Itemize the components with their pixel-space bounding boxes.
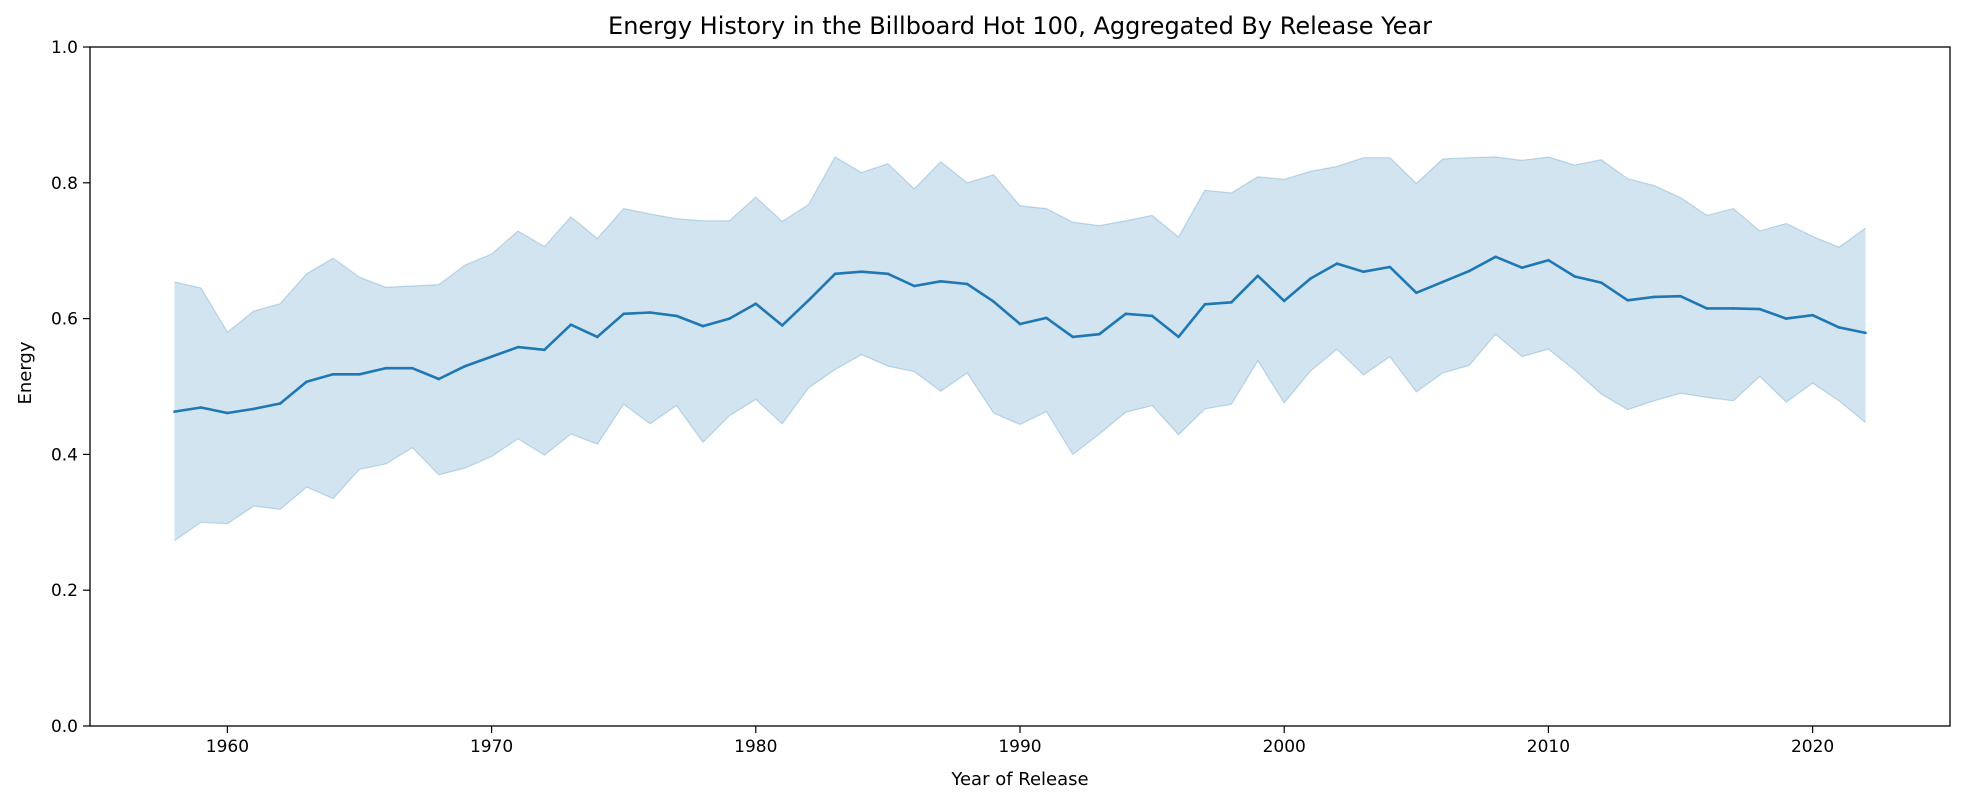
data-point xyxy=(886,272,890,276)
data-point xyxy=(1177,335,1180,339)
data-point xyxy=(1573,275,1577,278)
data-point xyxy=(1045,316,1048,320)
data-point xyxy=(1811,313,1814,317)
data-point xyxy=(675,314,678,318)
data-point xyxy=(252,407,256,411)
data-point xyxy=(384,366,388,370)
data-point xyxy=(278,402,282,405)
data-point xyxy=(1679,294,1682,298)
data-point xyxy=(648,311,652,314)
data-point xyxy=(1626,298,1629,302)
data-point xyxy=(754,302,758,305)
data-point xyxy=(939,279,943,283)
confidence-band-lower-edge xyxy=(174,333,1866,542)
y-tick-label: 0.6 xyxy=(51,310,78,330)
data-point xyxy=(965,282,969,286)
data-point xyxy=(490,355,493,358)
data-point xyxy=(437,377,441,381)
data-point xyxy=(860,270,863,274)
data-point xyxy=(992,300,995,303)
data-points xyxy=(173,255,1867,415)
data-point xyxy=(358,372,361,376)
y-tick-label: 0.4 xyxy=(51,445,78,465)
data-point xyxy=(1309,277,1312,280)
y-axis: 0.0 0.2 0.4 0.6 0.8 1.0 xyxy=(51,38,90,737)
data-point xyxy=(1837,326,1841,329)
data-point xyxy=(305,380,308,384)
data-point xyxy=(1415,291,1418,295)
data-point xyxy=(331,372,335,376)
data-point xyxy=(199,406,203,409)
data-point xyxy=(1547,258,1550,262)
data-point xyxy=(913,284,916,288)
data-point xyxy=(1705,307,1709,310)
data-point xyxy=(1758,307,1762,311)
data-point xyxy=(1124,312,1127,316)
data-point xyxy=(1256,274,1260,278)
y-tick-label: 1.0 xyxy=(51,38,78,58)
data-point xyxy=(833,272,837,276)
data-point xyxy=(701,324,705,328)
data-point xyxy=(622,312,625,316)
data-point xyxy=(1071,335,1075,339)
data-point xyxy=(1388,265,1392,269)
data-point xyxy=(1335,262,1339,265)
x-tick-label: 2010 xyxy=(1527,737,1570,757)
x-tick-label: 1990 xyxy=(998,737,1041,757)
data-point xyxy=(1864,331,1867,335)
y-axis-label: Energy xyxy=(15,341,36,404)
data-point xyxy=(1203,303,1207,306)
x-tick-label: 1960 xyxy=(206,737,249,757)
x-tick-label: 1970 xyxy=(470,737,513,757)
confidence-band xyxy=(174,157,1866,541)
data-point xyxy=(226,411,229,415)
data-point xyxy=(1441,280,1445,284)
data-point xyxy=(595,335,599,339)
data-point xyxy=(411,366,414,370)
data-point xyxy=(463,364,467,368)
x-tick-label: 2020 xyxy=(1791,737,1834,757)
data-point xyxy=(1230,301,1233,304)
x-tick-label: 2000 xyxy=(1263,737,1306,757)
data-point xyxy=(1494,255,1497,259)
confidence-band-upper-edge xyxy=(174,156,1866,334)
data-point xyxy=(1520,266,1524,269)
data-point xyxy=(569,323,573,327)
data-point xyxy=(516,345,520,349)
data-point xyxy=(807,298,810,302)
data-point xyxy=(728,317,731,320)
y-tick-label: 0.2 xyxy=(51,581,78,601)
data-point xyxy=(1097,332,1101,336)
data-point xyxy=(1018,322,1022,326)
data-point xyxy=(173,410,176,413)
x-axis: 1960 1970 1980 1990 2000 2010 2020 xyxy=(206,726,1834,757)
x-tick-label: 1980 xyxy=(734,737,777,757)
data-point xyxy=(1784,317,1788,320)
data-point xyxy=(1732,307,1735,310)
data-point xyxy=(1282,299,1286,303)
data-point xyxy=(1150,314,1154,318)
chart-title: Energy History in the Billboard Hot 100,… xyxy=(608,12,1432,40)
y-tick-label: 0.0 xyxy=(51,717,78,737)
y-tick-label: 0.8 xyxy=(51,174,78,194)
data-point xyxy=(1599,281,1603,284)
x-axis-label: Year of Release xyxy=(950,769,1088,790)
data-point xyxy=(780,324,784,327)
data-point xyxy=(1362,270,1365,274)
data-point xyxy=(543,348,546,352)
data-point xyxy=(1652,295,1656,299)
data-point xyxy=(1467,269,1471,273)
